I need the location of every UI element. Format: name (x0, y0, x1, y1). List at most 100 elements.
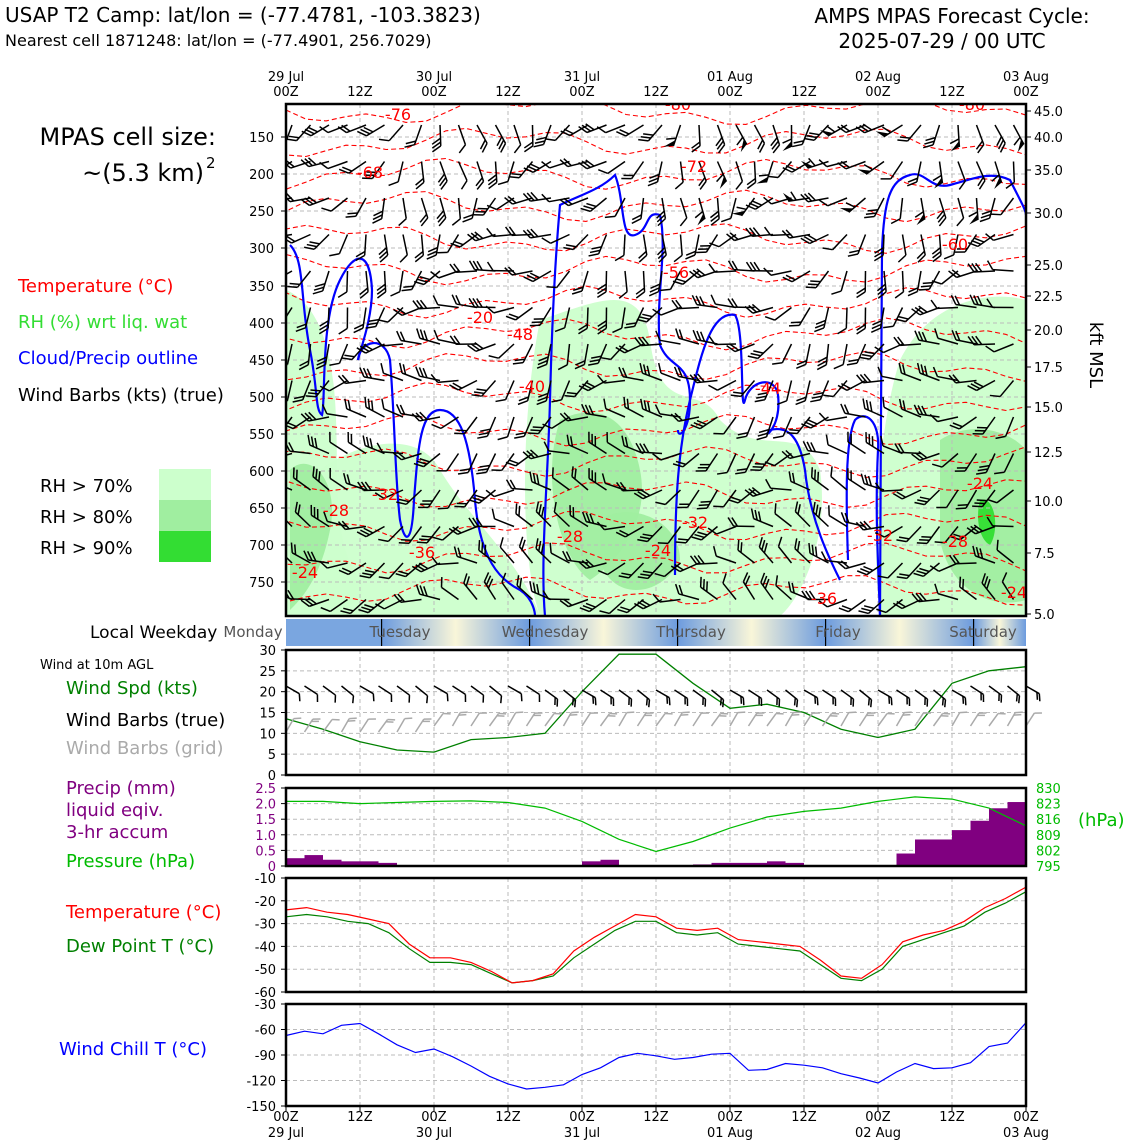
precip-bar (304, 855, 323, 866)
wind-barb (453, 546, 478, 564)
barb-feather (838, 607, 849, 613)
wind-barb (913, 562, 940, 578)
barb-feather (931, 280, 942, 285)
wind-barb (312, 270, 330, 295)
barb-feather (515, 431, 526, 436)
barb-feather (752, 200, 763, 206)
barb-feather (511, 173, 522, 176)
barb-feather (856, 570, 867, 576)
surface-true-barbs (285, 685, 1041, 708)
barb-feather (538, 504, 542, 515)
wind-barb (499, 537, 515, 564)
wind-barb (955, 489, 978, 510)
barb-feather (674, 583, 680, 595)
barb-feather (652, 308, 662, 316)
barb-feather (975, 547, 980, 558)
barb-feather (647, 181, 658, 187)
wind-barb (857, 160, 885, 175)
wind-barb (707, 525, 737, 535)
barb-feather (748, 202, 759, 208)
barb-feather (449, 384, 459, 391)
barb-feather (430, 555, 439, 565)
wind-barb (504, 226, 533, 237)
barb-feather (898, 443, 905, 453)
barb-feather (634, 337, 642, 347)
barb-feather (729, 232, 739, 240)
barb-feather (353, 323, 364, 330)
barb-feather (874, 346, 884, 354)
wind-barb (375, 337, 404, 347)
barb-feather (814, 696, 817, 704)
temperature-tick-label: -10 (255, 872, 276, 887)
wind-barb (401, 270, 423, 292)
barb-feather (360, 481, 369, 491)
wind-barb (319, 560, 348, 569)
wind-barb (426, 234, 441, 260)
barb-feather (775, 575, 779, 586)
barb-feather (416, 328, 421, 339)
wind-barb (1006, 711, 1023, 727)
wind-speed-tick-label: 30 (259, 644, 276, 659)
wind-barb (563, 233, 589, 251)
barb-feather (840, 160, 850, 169)
wind-barb (621, 161, 645, 180)
barb-feather (439, 177, 447, 187)
wind-barb (581, 712, 598, 727)
barb-feather (806, 441, 813, 452)
barb-feather (585, 123, 595, 131)
barb-feather (583, 205, 594, 210)
barb-feather (955, 330, 961, 341)
bottom-hour-tick-label: 00Z (421, 1110, 447, 1125)
barb-feather (639, 316, 650, 320)
wind-barb (559, 197, 589, 207)
wind-barb (747, 712, 765, 727)
barb-feather (863, 605, 875, 610)
barb-feather (976, 471, 987, 475)
barb-feather (341, 520, 350, 530)
barb-feather (733, 391, 744, 395)
barb-feather (637, 490, 647, 498)
barb-feather (840, 403, 846, 414)
wind-barb (303, 718, 321, 733)
barb-feather (519, 577, 523, 589)
barb-feather (304, 128, 315, 135)
barb-feather (668, 697, 671, 706)
barb-feather (762, 575, 768, 586)
barb-feather (517, 400, 528, 406)
barb-feather (356, 130, 367, 137)
wind-barb (476, 453, 497, 475)
barb-feather (645, 697, 649, 706)
barb-staff (507, 712, 517, 727)
wind-barb (990, 197, 1015, 216)
barb-feather (758, 174, 769, 177)
wind-barb (345, 197, 367, 218)
barb-feather (443, 712, 451, 715)
barb-feather (286, 441, 291, 452)
barb-feather (581, 160, 591, 168)
barb-feather (376, 442, 383, 453)
barb-staff (433, 685, 448, 695)
barb-feather (977, 714, 985, 717)
wind-barb (416, 328, 441, 345)
barb-feather (522, 451, 532, 460)
barb-feather (926, 699, 929, 707)
barb-feather (530, 191, 539, 201)
barb-feather (563, 158, 572, 167)
barb-feather (656, 246, 666, 256)
barb-feather (470, 232, 480, 241)
wind-barb (337, 270, 349, 298)
barb-staff (1012, 161, 1016, 183)
barb-staff (359, 718, 370, 733)
barb-feather (652, 593, 661, 603)
barb-feather (861, 353, 873, 358)
barb-feather (789, 429, 800, 432)
barb-feather (349, 717, 357, 720)
wind-barb (303, 550, 330, 564)
barb-feather (793, 140, 804, 144)
barb-feather (700, 245, 711, 247)
barb-feather (535, 538, 539, 549)
barb-feather (329, 253, 340, 257)
barb-staff (446, 234, 460, 253)
barb-feather (756, 436, 767, 441)
wind-barb (452, 685, 467, 702)
